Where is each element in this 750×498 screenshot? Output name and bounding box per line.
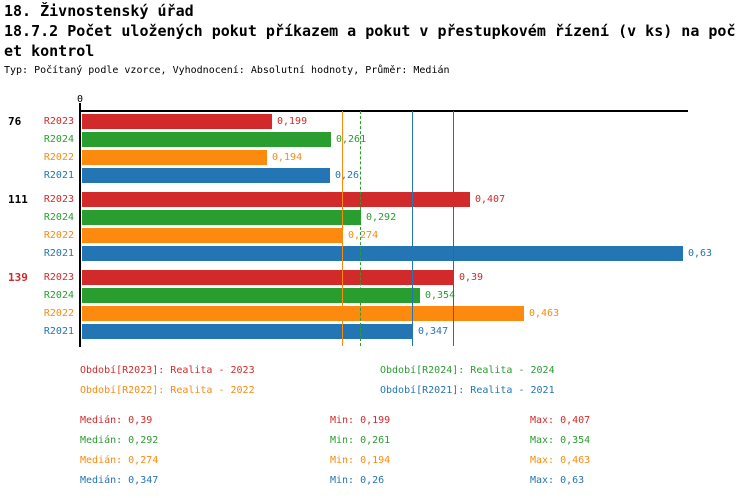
legend-item-r2024: Období[R2024]: Realita - 2024 bbox=[380, 365, 555, 376]
bar bbox=[82, 270, 454, 285]
bar-series-label: R2022 bbox=[43, 230, 74, 241]
bar bbox=[82, 246, 683, 261]
bar-value-label: 0,354 bbox=[425, 290, 456, 301]
x-axis-zero-label: 0 bbox=[76, 94, 84, 105]
bar bbox=[82, 288, 420, 303]
bar-value-label: 0,194 bbox=[272, 152, 303, 163]
y-axis-line bbox=[79, 103, 81, 347]
bar bbox=[82, 150, 267, 165]
stat-median-r2021: Medián: 0,347 bbox=[80, 475, 159, 486]
report-subtitle-line1: 18.7.2 Počet uložených pokut příkazem a … bbox=[4, 22, 736, 40]
bar-value-label: 0,39 bbox=[459, 272, 484, 283]
stat-min-r2024: Min: 0,261 bbox=[330, 435, 391, 446]
group-count-label: 139 bbox=[8, 271, 28, 284]
report-subtitle-line2: et kontrol bbox=[4, 42, 95, 60]
median-line-r2023 bbox=[453, 111, 454, 346]
bar bbox=[82, 132, 331, 147]
stat-max-r2023: Max: 0,407 bbox=[530, 415, 591, 426]
bar bbox=[82, 114, 272, 129]
report-meta: Typ: Počítaný podle vzorce, Vyhodnocení:… bbox=[4, 65, 450, 76]
stat-min-r2023: Min: 0,199 bbox=[330, 415, 391, 426]
stat-median-r2023: Medián: 0,39 bbox=[80, 415, 153, 426]
legend-item-r2022: Období[R2022]: Realita - 2022 bbox=[80, 385, 255, 396]
bar-series-label: R2024 bbox=[43, 212, 74, 223]
bar-series-label: R2021 bbox=[43, 170, 74, 181]
group-count-label: 76 bbox=[8, 115, 22, 128]
bar-series-label: R2021 bbox=[43, 248, 74, 259]
bar-value-label: 0,292 bbox=[366, 212, 397, 223]
bar-value-label: 0,199 bbox=[277, 116, 308, 127]
median-line-r2024 bbox=[360, 111, 361, 346]
bar-series-label: R2023 bbox=[43, 194, 74, 205]
bar bbox=[82, 306, 524, 321]
stat-median-r2024: Medián: 0,292 bbox=[80, 435, 159, 446]
stat-median-r2022: Medián: 0,274 bbox=[80, 455, 159, 466]
bar-series-label: R2023 bbox=[43, 272, 74, 283]
bar-series-label: R2024 bbox=[43, 290, 74, 301]
bar-value-label: 0,347 bbox=[418, 326, 449, 337]
bar-series-label: R2024 bbox=[43, 134, 74, 145]
stat-max-r2021: Max: 0,63 bbox=[530, 475, 585, 486]
bar-series-label: R2022 bbox=[43, 152, 74, 163]
stat-max-r2024: Max: 0,354 bbox=[530, 435, 591, 446]
median-line-r2021 bbox=[412, 111, 413, 346]
bar-value-label: 0,407 bbox=[475, 194, 506, 205]
bar-value-label: 0,26 bbox=[335, 170, 360, 181]
bar bbox=[82, 228, 343, 243]
stat-min-r2021: Min: 0,26 bbox=[330, 475, 385, 486]
bar bbox=[82, 324, 413, 339]
bar bbox=[82, 192, 470, 207]
bar-series-label: R2022 bbox=[43, 308, 74, 319]
legend-item-r2021: Období[R2021]: Realita - 2021 bbox=[380, 385, 555, 396]
x-axis-line bbox=[80, 110, 688, 112]
group-count-label: 111 bbox=[8, 193, 28, 206]
stat-min-r2022: Min: 0,194 bbox=[330, 455, 391, 466]
legend-item-r2023: Období[R2023]: Realita - 2023 bbox=[80, 365, 255, 376]
bar bbox=[82, 210, 361, 225]
bar-series-label: R2023 bbox=[43, 116, 74, 127]
report-title: 18. Živnostenský úřad bbox=[4, 2, 194, 20]
bar-value-label: 0,463 bbox=[529, 308, 560, 319]
bar-value-label: 0,274 bbox=[348, 230, 379, 241]
bar-value-label: 0,261 bbox=[336, 134, 367, 145]
bar bbox=[82, 168, 330, 183]
stat-max-r2022: Max: 0,463 bbox=[530, 455, 591, 466]
bar-value-label: 0,63 bbox=[688, 248, 713, 259]
median-line-r2022 bbox=[342, 111, 343, 346]
bar-series-label: R2021 bbox=[43, 326, 74, 337]
